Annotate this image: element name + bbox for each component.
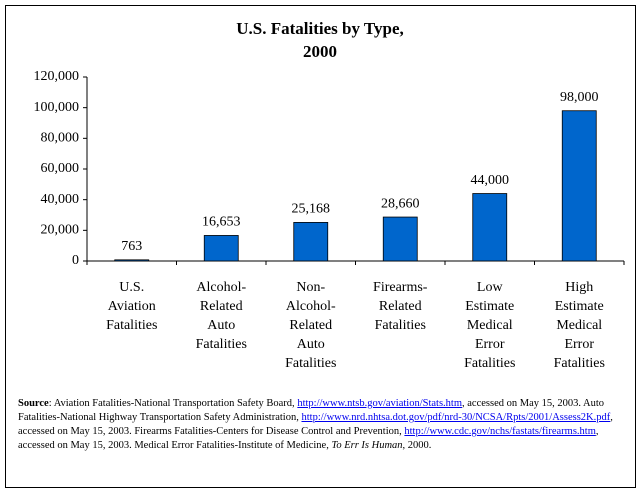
x-tick-label: Non-Alcohol-Related Auto Fatalities	[285, 280, 337, 371]
y-tick-label: 120,000	[34, 69, 80, 84]
source-title: To Err Is Human	[331, 440, 403, 451]
source-text: , accessed on May 15, 2003. Medical Erro…	[18, 426, 599, 451]
source-label: Source	[18, 398, 49, 409]
source-text: , accessed on May 15, 2003. Auto Fatalit…	[18, 398, 605, 423]
y-tick-label: 100,000	[34, 100, 80, 115]
bar	[114, 259, 150, 262]
y-tick-label: 20,000	[41, 223, 80, 238]
value-label: 98,000	[560, 90, 599, 105]
x-tick-label: Firearms-Related Fatalities	[373, 280, 428, 333]
bar	[382, 216, 418, 262]
source-note: Source: Aviation Fatalities-National Tra…	[18, 397, 630, 453]
bar	[472, 193, 508, 262]
value-label: 16,653	[202, 215, 241, 230]
x-tick-label: High Estimate Medical Error Fatalities	[553, 280, 605, 371]
value-label: 28,660	[381, 196, 420, 211]
y-tick-label: 80,000	[41, 131, 80, 146]
x-tick-label: Low Estimate Medical Error Fatalities	[464, 280, 516, 371]
chart-title: U.S. Fatalities by Type,	[236, 19, 404, 38]
chart-title: 2000	[303, 42, 337, 61]
value-label: 763	[121, 239, 142, 254]
y-tick-label: 40,000	[41, 192, 80, 207]
y-tick-label: 60,000	[41, 161, 80, 176]
y-tick-label: 0	[72, 253, 79, 268]
source-link[interactable]: http://www.nrd.nhtsa.dot.gov/pdf/nrd-30/…	[301, 412, 611, 423]
source-text: , accessed on May 15, 2003. Firearms Fat…	[18, 412, 613, 437]
source-link[interactable]: http://www.ntsb.gov/aviation/Stats.htm	[297, 398, 463, 409]
source-text: , 2000.	[402, 440, 432, 451]
source-text: : Aviation Fatalities-National Transport…	[48, 398, 298, 409]
value-label: 44,000	[471, 173, 510, 188]
chart-frame	[5, 5, 636, 488]
value-label: 25,168	[292, 202, 331, 217]
x-tick-label: U.S. Aviation Fatalities	[106, 280, 158, 333]
bar	[293, 222, 329, 262]
bar	[203, 235, 239, 262]
source-link[interactable]: http://www.cdc.gov/nchs/fastats/firearms…	[404, 426, 596, 437]
x-tick-label: Alcohol-Related Auto Fatalities	[195, 280, 247, 352]
bar	[561, 110, 597, 262]
